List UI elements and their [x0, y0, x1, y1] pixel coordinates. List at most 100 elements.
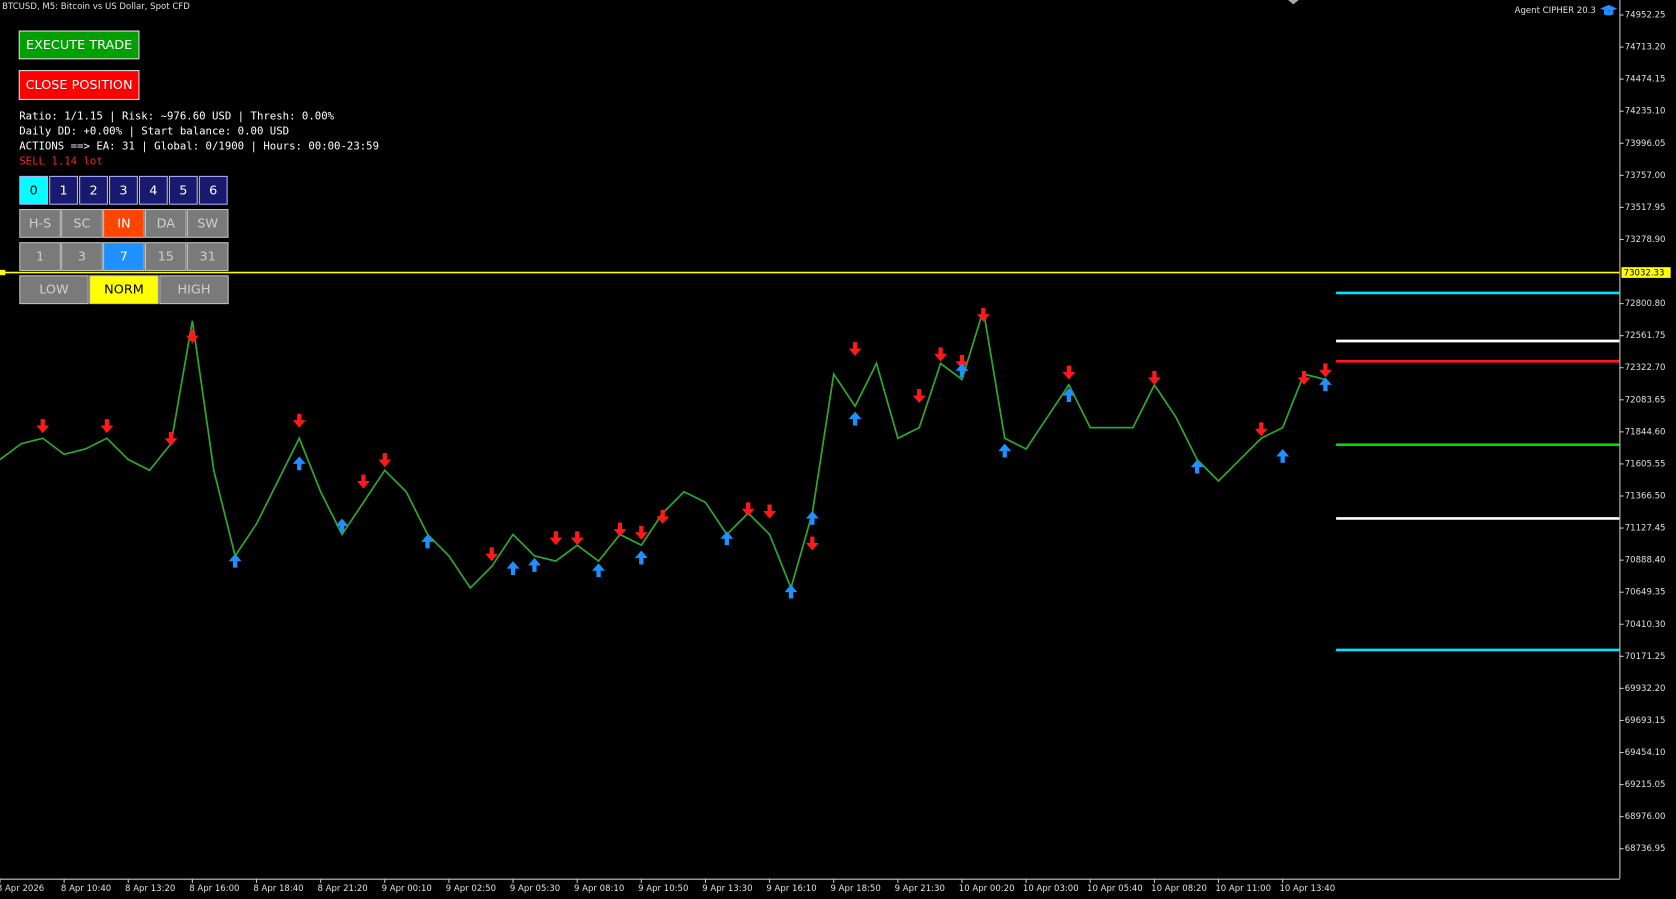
y-tick-label: 70171.25: [1625, 652, 1666, 662]
option-button[interactable]: [186, 242, 229, 271]
buy-arrow: [592, 563, 605, 578]
control-panel: EXECUTE TRADE CLOSE POSITION Ratio: 1/1.…: [18, 30, 379, 305]
option-button[interactable]: [168, 175, 198, 205]
option-label[interactable]: 2: [89, 183, 97, 198]
option-label[interactable]: 1: [36, 250, 44, 265]
sell-arrow: [634, 525, 648, 540]
option-label[interactable]: 31: [200, 250, 216, 265]
option-button[interactable]: [198, 175, 228, 205]
buy-arrow: [421, 534, 434, 549]
buy-arrow: [1276, 448, 1290, 463]
option-label[interactable]: DA: [157, 216, 176, 231]
option-button[interactable]: [19, 242, 61, 271]
x-tick-label: 10 Apr 11:00: [1215, 884, 1271, 894]
price-line-handle: [0, 269, 6, 276]
option-label[interactable]: H-S: [29, 216, 51, 231]
y-tick-label: 70410.30: [1625, 620, 1666, 630]
option-label[interactable]: 3: [119, 183, 127, 198]
y-tick-label: 69932.20: [1625, 684, 1666, 694]
option-label[interactable]: 5: [179, 183, 187, 198]
x-tick-label: 9 Apr 02:50: [446, 884, 496, 894]
option-label[interactable]: SC: [73, 216, 90, 231]
x-tick-label: 9 Apr 10:50: [638, 884, 688, 894]
sell-arrow: [1062, 365, 1076, 380]
option-button[interactable]: [19, 175, 49, 205]
buy-arrow: [805, 510, 819, 525]
sell-arrow: [976, 307, 990, 322]
option-button[interactable]: [186, 209, 229, 238]
y-tick-label: 73757.00: [1625, 171, 1666, 181]
option-button[interactable]: [138, 175, 168, 205]
execute-button[interactable]: [18, 30, 140, 60]
sell-arrow: [164, 431, 178, 446]
x-tick-label: 8 Apr 18:40: [253, 884, 303, 894]
y-tick-label: 69454.10: [1625, 748, 1666, 758]
x-tick-label: 8 Apr 13:20: [125, 884, 175, 894]
sell-arrow: [185, 329, 199, 344]
sell-arrow: [378, 453, 392, 468]
option-button[interactable]: [144, 242, 187, 271]
buy-arrow: [955, 363, 969, 378]
buy-arrow: [506, 561, 520, 576]
sell-arrow: [805, 536, 819, 551]
x-tick-label: 8 Apr 16:00: [189, 884, 239, 894]
info-line: Daily DD: +0.00% | Start balance: 0.00 U…: [19, 125, 289, 138]
buy-arrow: [848, 411, 862, 426]
execute-label[interactable]: EXECUTE TRADE: [26, 38, 132, 53]
y-tick-label: 72800.80: [1625, 299, 1666, 309]
indicator-name: Agent CIPHER 20.3: [1515, 6, 1596, 16]
y-tick-label: 74235.10: [1625, 107, 1666, 117]
option-label[interactable]: NORM: [104, 283, 144, 298]
option-button[interactable]: [103, 242, 145, 271]
option-label[interactable]: 0: [30, 183, 38, 198]
y-tick-label: 73996.05: [1625, 139, 1666, 149]
option-label[interactable]: 6: [209, 183, 217, 198]
sell-arrow: [656, 509, 670, 524]
option-button[interactable]: [103, 209, 145, 238]
option-button[interactable]: [89, 275, 159, 305]
y-tick-label: 73517.95: [1625, 203, 1666, 213]
sell-arrow: [1254, 422, 1268, 437]
option-label[interactable]: 7: [120, 250, 128, 265]
buy-arrow: [292, 456, 306, 471]
y-tick-label: 71605.55: [1625, 459, 1666, 469]
x-tick-label: 8 Apr 2026: [0, 884, 44, 894]
y-tick-label: 74713.20: [1625, 43, 1666, 53]
option-button[interactable]: [19, 275, 89, 305]
sell-arrow: [613, 522, 627, 537]
option-label[interactable]: 1: [60, 183, 68, 198]
sell-arrow: [934, 347, 948, 362]
price-label: 73032.33: [1624, 269, 1665, 279]
option-label[interactable]: 3: [78, 250, 86, 265]
close-label[interactable]: CLOSE POSITION: [26, 78, 133, 93]
y-tick-label: 71366.50: [1625, 491, 1666, 501]
y-tick-label: 69693.15: [1625, 716, 1666, 726]
option-label[interactable]: IN: [117, 216, 130, 231]
symbol-title: BTCUSD, M5: Bitcoin vs US Dollar, Spot C…: [2, 2, 190, 12]
sell-arrow: [1318, 363, 1332, 378]
option-label[interactable]: SW: [197, 216, 218, 231]
option-button[interactable]: [49, 175, 79, 205]
buy-arrow: [784, 584, 798, 599]
sell-arrow: [912, 389, 926, 403]
option-button[interactable]: [109, 175, 138, 205]
option-button[interactable]: [144, 209, 187, 238]
buy-arrow: [228, 553, 242, 568]
option-button[interactable]: [79, 175, 108, 205]
option-button[interactable]: [61, 209, 103, 238]
y-tick-label: 71127.45: [1625, 524, 1666, 534]
buy-arrow: [998, 443, 1012, 458]
option-label[interactable]: 15: [158, 250, 174, 265]
close-button[interactable]: [18, 70, 140, 100]
option-button[interactable]: [19, 209, 61, 238]
scroll-marker: [1287, 0, 1299, 5]
option-label[interactable]: 4: [149, 183, 157, 198]
option-label[interactable]: HIGH: [178, 283, 211, 298]
option-button[interactable]: [159, 275, 229, 305]
x-tick-label: 9 Apr 18:50: [831, 884, 881, 894]
x-tick-label: 10 Apr 13:40: [1279, 884, 1335, 894]
option-button[interactable]: [61, 242, 103, 271]
option-label[interactable]: LOW: [39, 283, 69, 298]
sell-arrow: [549, 531, 563, 546]
